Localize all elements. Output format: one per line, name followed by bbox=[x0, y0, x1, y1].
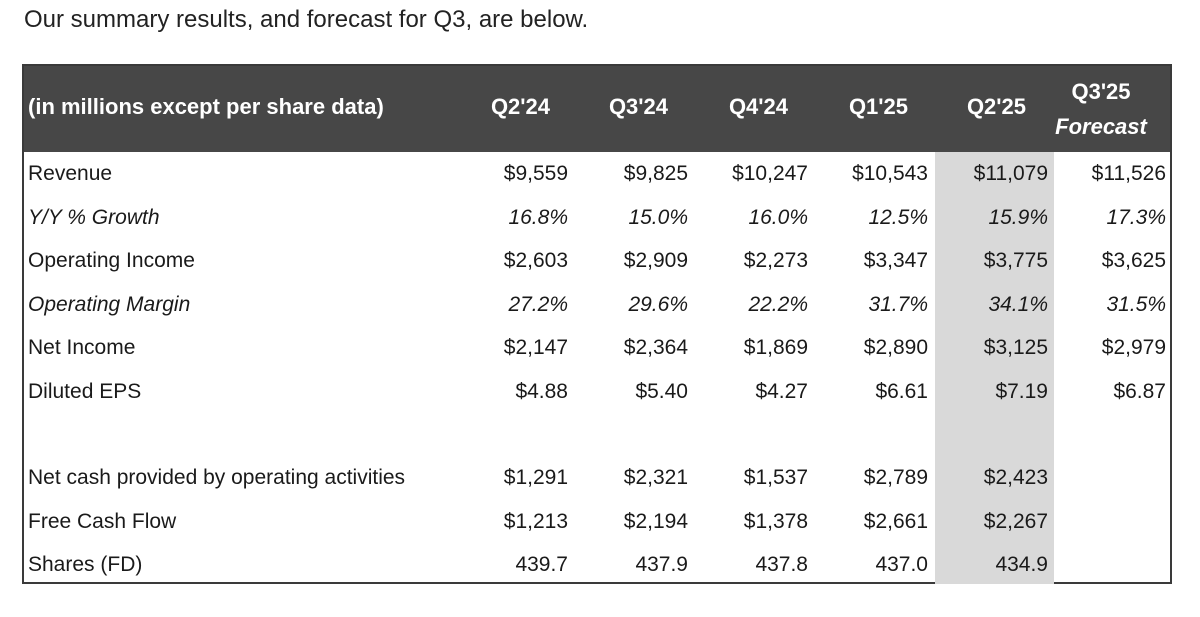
table-cell: $2,321 bbox=[623, 466, 688, 489]
table-cell: $10,543 bbox=[852, 162, 928, 185]
table-cell: 12.5% bbox=[868, 206, 928, 229]
table-row-operating-cash-flow: Net cash provided by operating activitie… bbox=[24, 456, 1170, 500]
table-cell: $11,526 bbox=[1091, 162, 1166, 185]
row-label: Y/Y % Growth bbox=[28, 206, 160, 229]
table-cell: $1,291 bbox=[503, 466, 568, 489]
table-cell: $3,347 bbox=[863, 249, 928, 272]
forecast-column-header: Q3'25 Forecast bbox=[1042, 74, 1160, 144]
table-cell: $2,789 bbox=[863, 466, 928, 489]
column-header: Q2'25 bbox=[966, 94, 1026, 119]
row-label: Shares (FD) bbox=[28, 553, 143, 576]
current-quarter-highlight bbox=[935, 152, 1054, 584]
table-cell: 434.9 bbox=[995, 553, 1048, 576]
table-cell: $2,194 bbox=[623, 510, 688, 533]
row-label: Free Cash Flow bbox=[28, 510, 177, 533]
table-cell: 15.0% bbox=[628, 206, 688, 229]
table-cell: 31.5% bbox=[1106, 293, 1166, 316]
table-cell: 29.6% bbox=[628, 293, 688, 316]
table-row-diluted-eps: Diluted EPS $4.88 $5.40 $4.27 $6.61 $7.1… bbox=[24, 370, 1170, 414]
table-cell: $2,979 bbox=[1101, 336, 1166, 359]
table-cell: 16.0% bbox=[748, 206, 808, 229]
table-cell: $2,147 bbox=[503, 336, 568, 359]
table-cell: 15.9% bbox=[988, 206, 1048, 229]
column-header: Q3'24 bbox=[608, 94, 668, 119]
table-cell: $4.27 bbox=[755, 380, 808, 403]
table-cell: $3,625 bbox=[1101, 249, 1166, 272]
table-cell: $9,825 bbox=[623, 162, 688, 185]
table-cell: $2,603 bbox=[503, 249, 568, 272]
table-cell: $10,247 bbox=[732, 162, 808, 185]
summary-results-table: (in millions except per share data) Q2'2… bbox=[22, 64, 1172, 584]
table-row-shares-fd: Shares (FD) 439.7 437.9 437.8 437.0 434.… bbox=[24, 543, 1170, 587]
table-cell: 27.2% bbox=[508, 293, 568, 316]
column-header: Q2'24 bbox=[490, 94, 550, 119]
header-label: (in millions except per share data) bbox=[28, 94, 384, 119]
table-cell: 22.2% bbox=[748, 293, 808, 316]
table-cell: $1,869 bbox=[743, 336, 808, 359]
table-cell: 437.9 bbox=[635, 553, 688, 576]
table-row-operating-income: Operating Income $2,603 $2,909 $2,273 $3… bbox=[24, 239, 1170, 283]
column-header: Q4'24 bbox=[728, 94, 788, 119]
table-cell: $2,909 bbox=[623, 249, 688, 272]
table-row-free-cash-flow: Free Cash Flow $1,213 $2,194 $1,378 $2,6… bbox=[24, 500, 1170, 544]
table-cell: $6.61 bbox=[875, 380, 928, 403]
table-cell: 439.7 bbox=[515, 553, 568, 576]
table-cell: $3,125 bbox=[983, 336, 1048, 359]
table-row-operating-margin: Operating Margin 27.2% 29.6% 22.2% 31.7%… bbox=[24, 283, 1170, 327]
row-label: Diluted EPS bbox=[28, 380, 142, 403]
table-cell: 437.0 bbox=[875, 553, 928, 576]
table-header: (in millions except per share data) Q2'2… bbox=[24, 66, 1170, 152]
table-cell: 16.8% bbox=[508, 206, 568, 229]
table-cell: 437.8 bbox=[755, 553, 808, 576]
table-cell: $1,213 bbox=[503, 510, 568, 533]
table-row-yoy-growth: Y/Y % Growth 16.8% 15.0% 16.0% 12.5% 15.… bbox=[24, 196, 1170, 240]
table-cell: $5.40 bbox=[635, 380, 688, 403]
table-cell: 34.1% bbox=[988, 293, 1048, 316]
row-label: Operating Income bbox=[28, 249, 195, 272]
table-cell: $2,364 bbox=[623, 336, 688, 359]
table-cell: $11,079 bbox=[973, 162, 1048, 185]
table-cell: $2,661 bbox=[863, 510, 928, 533]
table-cell: $1,378 bbox=[743, 510, 808, 533]
table-cell: $4.88 bbox=[515, 380, 568, 403]
row-label: Net Income bbox=[28, 336, 136, 359]
table-cell: $3,775 bbox=[983, 249, 1048, 272]
table-cell: $2,273 bbox=[743, 249, 808, 272]
intro-text: Our summary results, and forecast for Q3… bbox=[24, 6, 589, 33]
forecast-label: Forecast bbox=[1055, 114, 1147, 139]
column-header: Q1'25 bbox=[848, 94, 908, 119]
table-cell: $2,267 bbox=[983, 510, 1048, 533]
forecast-quarter-label: Q3'25 bbox=[1071, 79, 1131, 104]
table-cell: $2,423 bbox=[983, 466, 1048, 489]
table-cell: $2,890 bbox=[863, 336, 928, 359]
table-cell: 31.7% bbox=[868, 293, 928, 316]
row-label: Net cash provided by operating activitie… bbox=[28, 466, 406, 489]
row-label: Revenue bbox=[28, 162, 113, 185]
table-cell: 17.3% bbox=[1106, 206, 1166, 229]
table-cell: $6.87 bbox=[1113, 380, 1166, 403]
table-row-net-income: Net Income $2,147 $2,364 $1,869 $2,890 $… bbox=[24, 326, 1170, 370]
table-row-revenue: Revenue $9,559 $9,825 $10,247 $10,543 $1… bbox=[24, 152, 1170, 196]
table-cell: $1,537 bbox=[743, 466, 808, 489]
table-cell: $9,559 bbox=[503, 162, 568, 185]
table-cell: $7.19 bbox=[995, 380, 1048, 403]
row-label: Operating Margin bbox=[28, 293, 191, 316]
